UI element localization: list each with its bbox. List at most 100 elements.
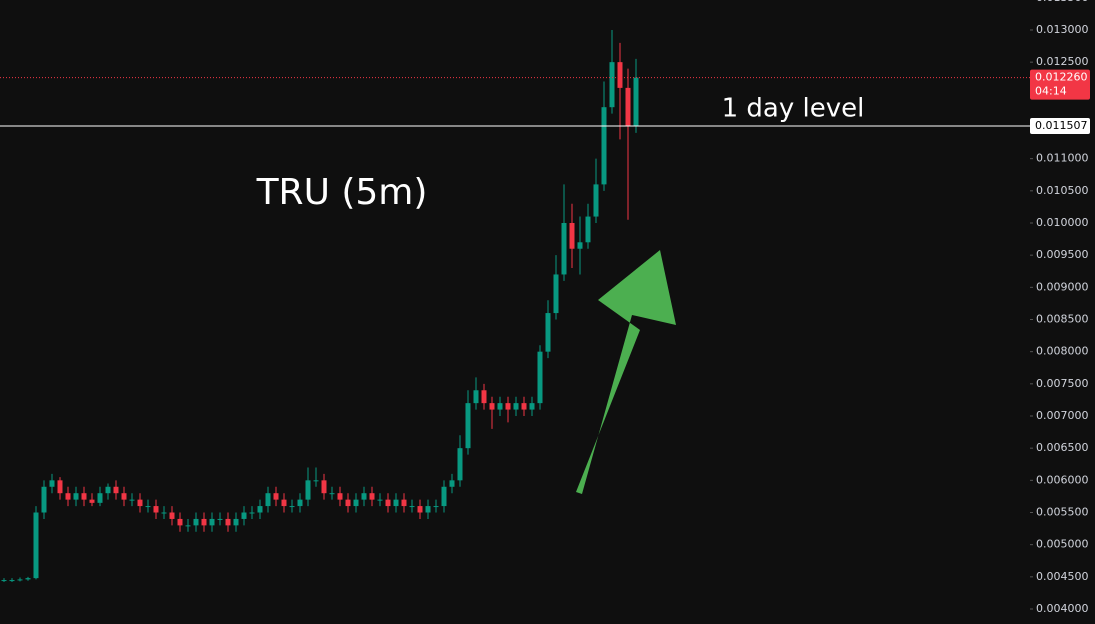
y-tick-label: 0.005500 [1036,506,1089,519]
candle-body [121,493,127,500]
last-price-box [1030,69,1090,100]
candle-body [353,499,359,507]
candle-body [401,499,407,507]
candle-body [433,506,439,508]
candle-body [217,518,223,520]
candle-body [89,499,95,503]
candle-body [65,493,71,500]
candle-body [225,518,231,526]
candle-body [265,493,271,507]
y-tick-label: 0.013000 [1036,23,1089,36]
candle-body [361,493,367,500]
candle-body [393,499,399,507]
y-tick-label: 0.004000 [1036,602,1089,615]
candle-body [169,512,175,519]
last-price-label: 0.012260 [1035,71,1088,84]
candle-body [593,184,599,217]
candle-body [337,493,343,500]
candle-body [97,493,103,503]
candles [1,29,639,582]
candle-body [161,512,167,514]
candle-body [281,499,287,507]
candle-body [625,87,631,127]
candle-body [241,512,247,519]
y-tick-label: 0.006500 [1036,441,1089,454]
y-tick-label: 0.012500 [1036,55,1089,68]
y-tick-label: 0.004500 [1036,570,1089,583]
annotation: 1 day level [722,94,865,124]
candle-body [1,580,7,582]
candle-body [409,506,415,508]
candle-body [457,448,463,481]
candle-body [297,499,303,507]
y-tick-label: 0.008000 [1036,345,1089,358]
y-tick-label: 0.008500 [1036,312,1089,325]
candle-body [585,216,591,243]
candle-body [417,506,423,513]
y-tick-label: 0.007500 [1036,377,1089,390]
candle-body [137,499,143,507]
candle-body [513,403,519,410]
candle-body [193,518,199,526]
y-tick-label: 0.007000 [1036,409,1089,422]
y-tick-label: 0.006000 [1036,473,1089,486]
y-tick-label: 0.011000 [1036,152,1089,165]
candle-body [553,274,559,314]
candle-body [105,486,111,494]
candle-body [9,580,15,582]
candle-body [289,506,295,508]
candle-body [41,486,47,513]
candle-body [449,480,455,487]
candle-body [201,518,207,526]
candle-body [73,493,79,500]
y-tick-label: 0.009000 [1036,280,1089,293]
candle-body [305,480,311,500]
candle-body [209,518,215,526]
candle-body [577,242,583,249]
y-tick-label: 0.010000 [1036,216,1089,229]
candle-body [145,506,151,508]
candle-body [249,512,255,514]
y-tick-label: 0.005000 [1036,538,1089,551]
candle-body [377,499,383,501]
candle-body [465,403,471,449]
candle-body [321,480,327,494]
y-tick-label: 0.010500 [1036,184,1089,197]
candle-body [529,403,535,410]
candle-body [569,222,575,249]
candle-body [497,403,503,410]
candle-body [273,493,279,500]
candle-body [185,525,191,527]
candle-body [425,506,431,513]
candle-body [345,499,351,507]
candle-body [81,493,87,500]
candle-body [33,512,39,579]
candle-body [313,480,319,482]
candle-body [609,62,615,108]
candle-body [473,390,479,404]
candle-body [25,578,31,580]
candle-body [153,506,159,513]
candle-body [537,351,543,404]
level-label-box [1030,118,1090,135]
candle-body [329,493,335,495]
candle-body [369,493,375,500]
candle-body [233,518,239,526]
candle-body [57,480,63,494]
candle-body [17,579,23,581]
candle-body [129,499,135,501]
candle-body [385,499,391,507]
candle-body [481,390,487,404]
y-tick-label: 0.009500 [1036,248,1089,261]
candle-body [177,518,183,526]
candle-body [257,506,263,513]
candle-body [521,403,527,410]
candle-body [617,62,623,88]
chart-title: TRU (5m) [256,172,428,213]
candle-body [441,486,447,507]
level-label: 0.011507 [1035,119,1088,132]
candle-body [561,222,567,275]
countdown: 04:14 [1035,85,1067,98]
arrow [576,250,676,494]
